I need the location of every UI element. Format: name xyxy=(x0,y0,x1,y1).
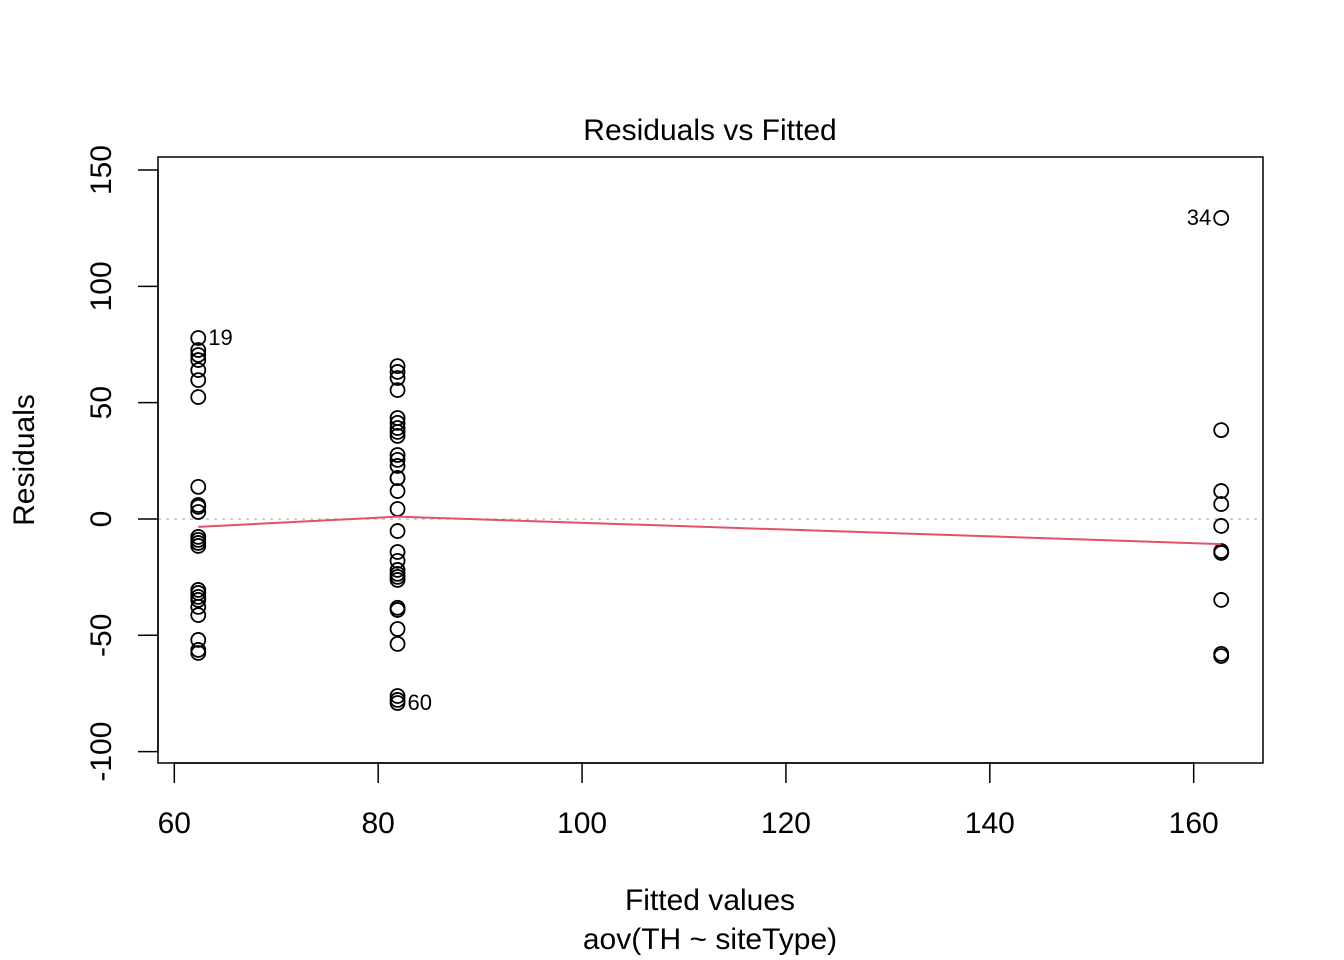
y-tick-label: -50 xyxy=(85,614,118,657)
y-axis: -100 -50 0 50 100 150 xyxy=(85,145,159,782)
data-point xyxy=(190,342,207,358)
data-point xyxy=(389,544,406,560)
y-tick-label: 100 xyxy=(85,261,118,311)
x-axis: 60 80 100 120 140 160 xyxy=(158,762,1219,840)
x-axis-label: Fitted values xyxy=(625,884,795,917)
data-point xyxy=(389,695,406,711)
data-point xyxy=(389,451,406,468)
x-tick-label: 160 xyxy=(1169,807,1219,840)
data-point xyxy=(190,642,207,658)
chart-title: Residuals vs Fitted xyxy=(583,114,836,147)
data-point xyxy=(389,552,406,569)
y-axis-label: Residuals xyxy=(8,394,41,526)
data-point xyxy=(190,645,207,661)
data-point xyxy=(1213,422,1230,439)
data-point xyxy=(190,362,207,378)
data-point xyxy=(389,688,406,704)
data-point xyxy=(389,420,406,436)
data-point xyxy=(1213,483,1230,499)
data-point xyxy=(190,372,207,388)
data-point xyxy=(389,501,406,517)
y-tick-label: 0 xyxy=(85,511,118,528)
x-axis-subtitle: aov(TH ~ siteType) xyxy=(583,923,837,956)
data-point xyxy=(389,483,406,499)
y-tick-label: 150 xyxy=(85,145,118,195)
data-point xyxy=(389,470,406,486)
data-point xyxy=(190,347,207,363)
data-point xyxy=(389,428,406,444)
x-tick-label: 80 xyxy=(361,807,394,840)
data-point xyxy=(190,632,207,648)
data-point xyxy=(190,592,207,608)
x-tick-label: 140 xyxy=(965,807,1015,840)
data-point xyxy=(1213,518,1230,534)
plot-frame xyxy=(157,156,1264,764)
data-point xyxy=(389,370,406,386)
x-tick-label: 60 xyxy=(158,807,191,840)
data-point xyxy=(389,358,406,375)
x-tick-label: 120 xyxy=(761,807,811,840)
data-point xyxy=(389,447,406,463)
data-point xyxy=(389,414,406,431)
data-point xyxy=(389,458,406,474)
point-label: 19 xyxy=(208,325,232,350)
data-point xyxy=(190,498,207,515)
data-point xyxy=(190,330,207,346)
data-point xyxy=(389,572,406,588)
data-point xyxy=(190,538,207,554)
y-tick-label: -100 xyxy=(85,722,118,782)
data-point xyxy=(190,478,207,495)
data-point xyxy=(190,504,207,520)
data-point xyxy=(389,424,406,440)
data-point xyxy=(389,523,406,539)
data-point xyxy=(1213,496,1230,512)
data-point xyxy=(1213,592,1230,608)
point-label: 60 xyxy=(408,690,432,715)
data-point xyxy=(1213,210,1230,226)
data-point xyxy=(389,621,406,637)
x-tick-label: 100 xyxy=(557,807,607,840)
data-point xyxy=(1213,648,1230,664)
points-layer xyxy=(190,210,1230,711)
y-tick-label: 50 xyxy=(85,386,118,419)
data-point xyxy=(389,635,406,652)
data-point xyxy=(190,607,207,623)
data-point xyxy=(1213,545,1230,561)
data-point xyxy=(190,352,207,368)
data-point xyxy=(389,562,406,578)
point-labels: 19 60 34 xyxy=(208,205,1211,715)
point-label: 34 xyxy=(1187,205,1211,230)
data-point xyxy=(190,599,207,615)
data-point xyxy=(190,389,207,405)
smooth-line xyxy=(198,515,1222,546)
data-point xyxy=(389,382,406,398)
data-point xyxy=(389,364,406,380)
data-point xyxy=(389,602,406,618)
